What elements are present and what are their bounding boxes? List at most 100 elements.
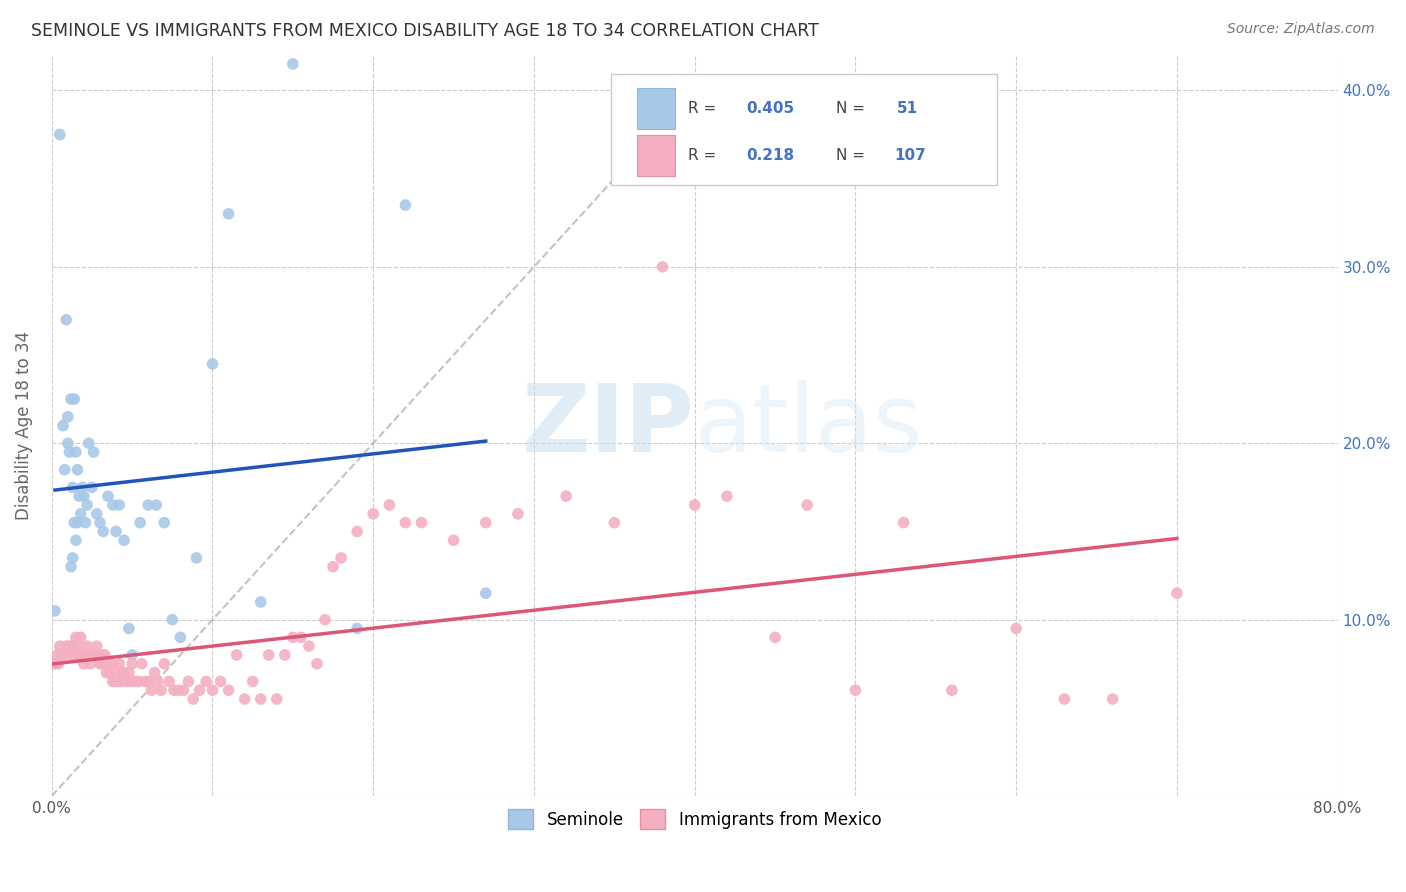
Point: [67, 648, 90, 662]
Y-axis label: Disability Age 18 to 34: Disability Age 18 to 34: [15, 331, 32, 520]
Point: [79, 657, 101, 671]
Point: [75, 648, 97, 662]
Point: [281, 57, 304, 71]
Point: [506, 507, 529, 521]
Point: [96, 665, 118, 680]
Point: [56, 639, 79, 653]
Point: [131, 657, 153, 671]
Point: [87, 648, 110, 662]
Point: [124, 674, 146, 689]
Text: R =: R =: [689, 148, 727, 162]
Point: [69, 507, 91, 521]
Point: [52, 648, 75, 662]
Point: [330, 550, 353, 565]
Bar: [637, 135, 675, 176]
Point: [141, 683, 163, 698]
Point: [411, 516, 433, 530]
Point: [91, 648, 114, 662]
Point: [73, 489, 96, 503]
Point: [60, 639, 83, 653]
Point: [167, 683, 190, 698]
Point: [157, 674, 180, 689]
Point: [146, 674, 169, 689]
Point: [108, 498, 131, 512]
Point: [121, 657, 143, 671]
Text: ZIP: ZIP: [522, 380, 695, 472]
Point: [322, 559, 344, 574]
Point: [72, 480, 94, 494]
Point: [1005, 622, 1028, 636]
Point: [763, 630, 786, 644]
Point: [305, 657, 328, 671]
Point: [1166, 586, 1188, 600]
Point: [249, 692, 271, 706]
Point: [105, 665, 128, 680]
Text: SEMINOLE VS IMMIGRANTS FROM MEXICO DISABILITY AGE 18 TO 34 CORRELATION CHART: SEMINOLE VS IMMIGRANTS FROM MEXICO DISAB…: [31, 22, 818, 40]
Point: [394, 198, 416, 212]
Point: [651, 260, 673, 274]
Point: [42, 657, 65, 671]
Text: 0.405: 0.405: [747, 101, 794, 116]
Point: [257, 648, 280, 662]
Point: [110, 674, 132, 689]
Point: [218, 207, 240, 221]
Point: [603, 516, 626, 530]
Point: [56, 409, 79, 424]
Point: [195, 674, 218, 689]
Point: [112, 533, 135, 548]
Point: [98, 665, 121, 680]
Point: [683, 498, 706, 512]
Bar: [637, 88, 675, 128]
Point: [83, 648, 105, 662]
Point: [52, 418, 75, 433]
Point: [209, 674, 232, 689]
Text: N =: N =: [837, 101, 865, 116]
Point: [84, 648, 107, 662]
Point: [218, 683, 240, 698]
Point: [60, 559, 83, 574]
Point: [89, 657, 111, 671]
Point: [163, 683, 186, 698]
Point: [941, 683, 963, 698]
Point: [53, 648, 76, 662]
Point: [150, 683, 173, 698]
Point: [128, 674, 150, 689]
Point: [101, 674, 124, 689]
Point: [555, 489, 578, 503]
Point: [77, 648, 100, 662]
Point: [173, 683, 195, 698]
Point: [136, 674, 159, 689]
Point: [893, 516, 915, 530]
Point: [145, 498, 167, 512]
Point: [49, 128, 72, 142]
Point: [188, 683, 211, 698]
Point: [89, 516, 111, 530]
Point: [298, 639, 321, 653]
Point: [62, 550, 84, 565]
Text: Source: ZipAtlas.com: Source: ZipAtlas.com: [1227, 22, 1375, 37]
Point: [80, 648, 103, 662]
Point: [63, 392, 86, 406]
Point: [91, 524, 114, 539]
FancyBboxPatch shape: [612, 74, 997, 185]
Point: [136, 498, 159, 512]
Point: [90, 657, 112, 671]
Point: [66, 516, 89, 530]
Point: [60, 392, 83, 406]
Point: [201, 357, 224, 371]
Point: [114, 674, 136, 689]
Point: [83, 445, 105, 459]
Point: [177, 674, 200, 689]
Point: [120, 674, 142, 689]
Point: [97, 489, 120, 503]
Text: R =: R =: [689, 101, 721, 116]
Point: [394, 516, 416, 530]
Point: [80, 480, 103, 494]
Point: [49, 639, 72, 653]
Point: [75, 516, 97, 530]
Point: [1053, 692, 1076, 706]
Point: [118, 622, 141, 636]
Point: [94, 648, 117, 662]
Point: [73, 657, 96, 671]
Point: [153, 516, 176, 530]
